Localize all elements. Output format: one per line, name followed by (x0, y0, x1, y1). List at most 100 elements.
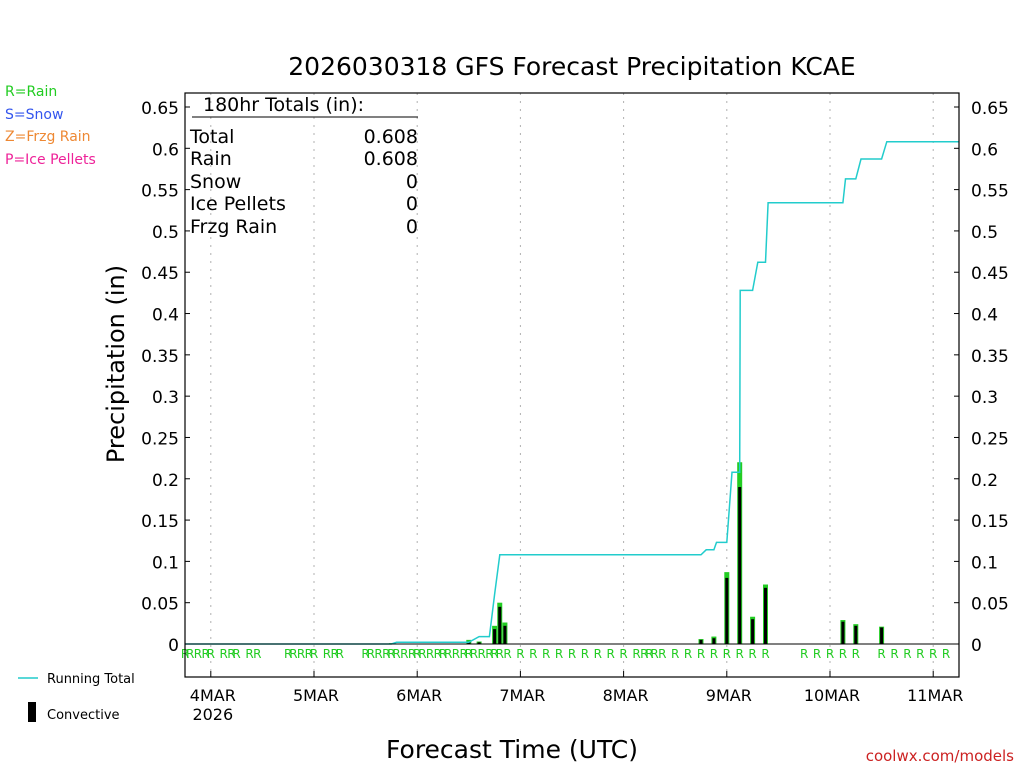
convective-bar (725, 577, 729, 644)
ptype-marker: R (813, 647, 821, 661)
ptype-marker: R (361, 647, 369, 661)
y-tick-label-left: 0.55 (141, 182, 179, 202)
convective-bar (477, 642, 481, 644)
ptype-marker: R (485, 647, 493, 661)
ptype-marker: R (490, 647, 498, 661)
convective-bar (738, 487, 742, 644)
y-tick-label-left: 0 (168, 636, 179, 656)
ptype-marker: R (761, 647, 769, 661)
ptype-marker: R (516, 647, 524, 661)
legend-snow: S=Snow (5, 107, 63, 123)
convective-bar (699, 639, 703, 644)
y-tick-label-right: 0.5 (971, 223, 998, 243)
convective-legend-label: Convective (47, 708, 120, 723)
ptype-marker: R (496, 647, 504, 661)
ptype-marker: R (890, 647, 898, 661)
ptype-marker: R (503, 647, 511, 661)
ptype-marker: R (227, 647, 235, 661)
ptype-marker: R (942, 647, 950, 661)
ptype-marker: R (826, 647, 834, 661)
ptype-marker: R (581, 647, 589, 661)
totals-total-label: Total (189, 126, 234, 148)
ptype-marker: R (439, 647, 447, 661)
totals-rain-value: 0.608 (364, 148, 418, 170)
y-tick-label-right: 0.2 (971, 471, 998, 491)
y-axis-right: 0 0.05 0.1 0.15 0.2 0.25 0.3 0.35 0.4 0.45 0.5 0.55… (954, 99, 1009, 656)
convective-bar (498, 606, 502, 644)
ptype-marker: R (374, 647, 382, 661)
ptype-marker: R (336, 647, 344, 661)
ptype-marker: R (903, 647, 911, 661)
ptype-marker: R (408, 647, 416, 661)
ptype-marker: R (748, 647, 756, 661)
convective-bar (764, 587, 767, 644)
ptype-marker: R (736, 647, 744, 661)
y-tick-label-right: 0.65 (971, 99, 1009, 119)
ptype-marker: R (253, 647, 261, 661)
totals-box: 180hr Totals (in): Total 0.608 Rain 0.60… (189, 94, 418, 238)
y-axis-label: Precipitation (in) (102, 265, 130, 463)
ptype-marker: R (650, 647, 658, 661)
y-tick-label-right: 0.55 (971, 182, 1009, 202)
ptype-marker: R (684, 647, 692, 661)
ptype-marker: R (289, 647, 297, 661)
ptype-marker: R (426, 647, 434, 661)
ptype-marker: R (434, 647, 442, 661)
ptype-marker: R (459, 647, 467, 661)
watermark: coolwx.com/models (866, 747, 1014, 765)
y-tick-label-right: 0.45 (971, 264, 1009, 284)
x-tick-label: 4MAR (190, 686, 236, 705)
y-tick-label-right: 0.25 (971, 429, 1009, 449)
ptype-marker: R (723, 647, 731, 661)
legend-ice-pellets: P=Ice Pellets (5, 152, 96, 168)
ptype-marker: R (310, 647, 318, 661)
chart-title: 2026030318 GFS Forecast Precipitation KC… (288, 52, 855, 81)
y-tick-label-right: 0.6 (971, 140, 998, 160)
totals-frzg-rain-label: Frzg Rain (190, 216, 277, 238)
ptype-marker: R (568, 647, 576, 661)
ptype-marker: R (382, 647, 390, 661)
ptype-marker: R (444, 647, 452, 661)
convective-bar (841, 621, 845, 644)
ptype-marker: R (619, 647, 627, 661)
totals-snow-value: 0 (406, 171, 418, 193)
convective-bar (493, 629, 497, 644)
ptype-marker: R (594, 647, 602, 661)
ptype-marker: R (645, 647, 653, 661)
y-tick-label-right: 0 (971, 636, 982, 656)
ptype-marker: R (201, 647, 209, 661)
y-tick-label-left: 0.5 (152, 223, 179, 243)
ptype-marker: R (478, 647, 486, 661)
ptype-marker: R (542, 647, 550, 661)
convective-bar (712, 638, 716, 644)
totals-frzg-rain-value: 0 (406, 216, 418, 238)
gridlines (210, 93, 934, 677)
y-tick-label-left: 0.3 (152, 388, 179, 408)
ptype-marker: R (710, 647, 718, 661)
legend-rain: R=Rain (5, 84, 57, 100)
ptype-marker: R (297, 647, 305, 661)
plot-frame (184, 92, 960, 678)
x-tick-label: 9MAR (706, 686, 752, 705)
ptype-marker: R (186, 647, 194, 661)
totals-total-value: 0.608 (364, 126, 418, 148)
ptype-marker: R (194, 647, 202, 661)
ptype-marker: R (400, 647, 408, 661)
ptype-marker: R (284, 647, 292, 661)
y-tick-label-left: 0.4 (152, 306, 179, 326)
ptype-marker: R (555, 647, 563, 661)
x-tick-sublabel: 2026 (192, 705, 233, 724)
x-tick-label: 7MAR (499, 686, 545, 705)
ptype-marker: R (418, 647, 426, 661)
x-tick-label: 11MAR (907, 686, 963, 705)
ptype-marker: R (852, 647, 860, 661)
y-tick-label-left: 0.6 (152, 140, 179, 160)
series-legend: Running Total Convective (18, 672, 135, 723)
totals-ice-pellets-value: 0 (406, 193, 418, 215)
ptype-marker: R (929, 647, 937, 661)
y-tick-label-right: 0.15 (971, 512, 1009, 532)
y-tick-label-left: 0.2 (152, 471, 179, 491)
convective-bar (751, 619, 755, 644)
convective-legend-swatch (28, 702, 36, 722)
